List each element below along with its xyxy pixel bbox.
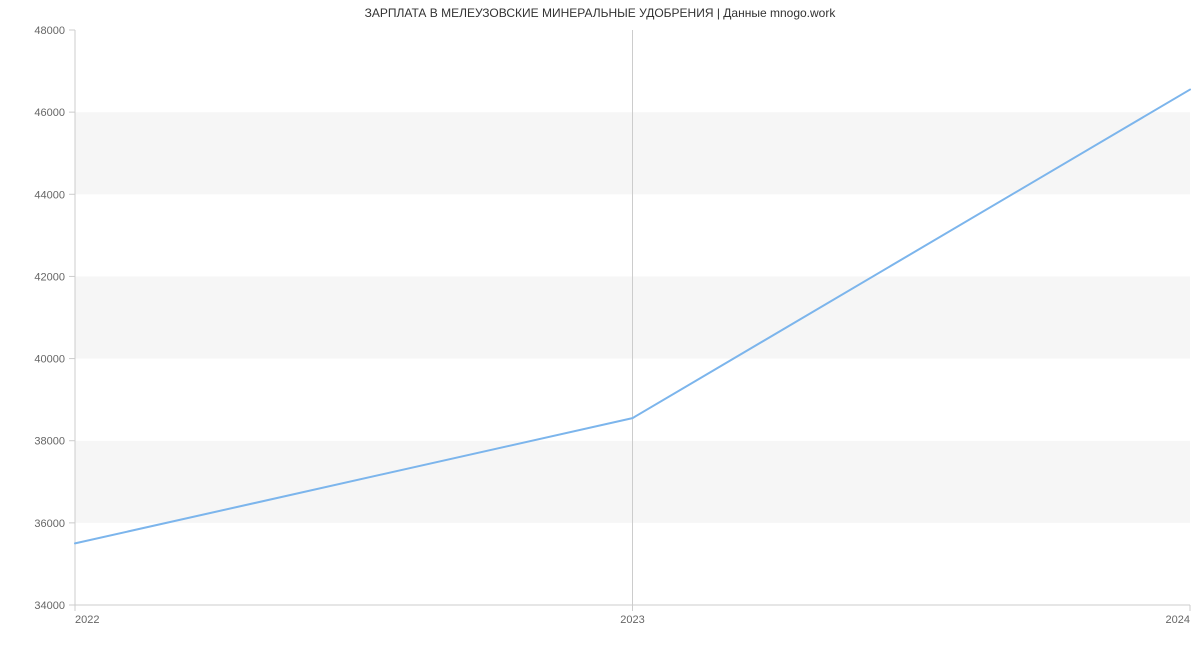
y-tick-label: 48000	[34, 25, 65, 37]
x-tick-label: 2022	[75, 614, 99, 626]
y-tick-label: 38000	[34, 436, 65, 448]
y-tick-label: 40000	[34, 354, 65, 366]
chart-svg: 34000 36000 38000 40000 42000 44000 46000 48000…	[0, 0, 1200, 650]
y-tick-label: 46000	[34, 107, 65, 119]
y-tick-label: 44000	[34, 189, 65, 201]
chart-title: ЗАРПЛАТА В МЕЛЕУЗОВСКИЕ МИНЕРАЛЬНЫЕ УДОБ…	[0, 6, 1200, 20]
y-tick-label: 34000	[34, 600, 65, 612]
y-tick-label: 42000	[34, 271, 65, 283]
salary-line-chart: ЗАРПЛАТА В МЕЛЕУЗОВСКИЕ МИНЕРАЛЬНЫЕ УДОБ…	[0, 0, 1200, 650]
x-tick-label: 2023	[620, 614, 644, 626]
x-tick-label: 2024	[1166, 614, 1190, 626]
y-tick-label: 36000	[34, 518, 65, 530]
